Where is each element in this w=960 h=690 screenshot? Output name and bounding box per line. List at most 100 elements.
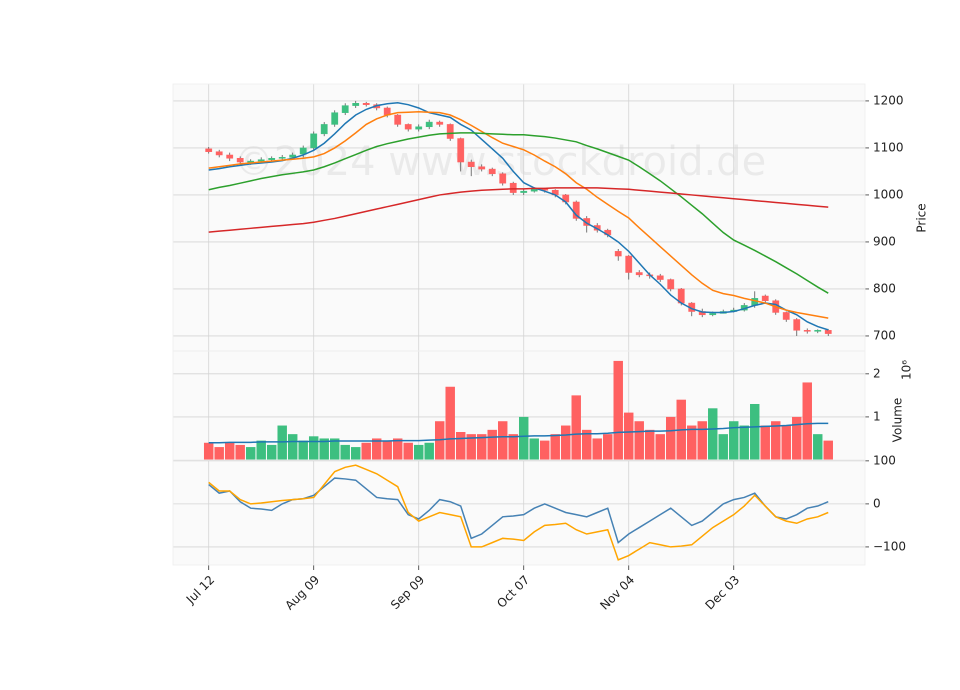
volume-bar — [592, 438, 602, 460]
volume-bar — [497, 421, 508, 460]
volume-bar — [571, 395, 581, 460]
volume-bar — [466, 434, 476, 460]
volume-bar — [287, 434, 298, 460]
volume-bar — [708, 408, 718, 460]
volume-bar — [687, 425, 697, 460]
volume-bar — [361, 442, 371, 460]
volume-bar — [445, 386, 455, 460]
candle-body — [614, 251, 622, 257]
volume-bar — [224, 442, 235, 460]
moving-average — [208, 132, 829, 294]
volume-bar — [266, 444, 277, 460]
volume-bar — [371, 438, 382, 460]
candle-body — [625, 255, 633, 273]
moving-average — [208, 187, 829, 233]
candle-body — [782, 312, 790, 320]
volume-bar — [277, 425, 287, 460]
candle-body — [761, 295, 769, 301]
volume-bar — [424, 442, 434, 460]
volume-bar — [476, 434, 487, 460]
volume-bar — [645, 429, 655, 460]
volume-bar — [519, 416, 529, 460]
candle-body — [656, 275, 664, 280]
candle-body — [320, 124, 328, 135]
candle-body — [457, 138, 465, 163]
volume-bar — [739, 425, 749, 460]
oscillator-line — [208, 477, 829, 544]
volume-bar — [298, 440, 308, 460]
candle-body — [499, 173, 507, 184]
panel-frame — [172, 459, 866, 566]
candle-body — [583, 218, 591, 226]
candle-body — [467, 161, 475, 167]
oscillator-panel — [173, 460, 865, 565]
volume-bar — [697, 421, 707, 460]
volume-bar — [350, 447, 361, 460]
volume-bar — [760, 425, 770, 460]
volume-bar — [561, 425, 571, 460]
volume-bar — [729, 421, 739, 460]
candle-body — [509, 182, 517, 193]
volume-bar — [613, 360, 623, 460]
volume-scale-label: 10⁶ — [900, 360, 914, 380]
candle-body — [415, 126, 423, 130]
y-tick-label: 1100 — [873, 140, 904, 154]
volume-bar — [634, 421, 644, 460]
candle-body — [226, 154, 234, 159]
candle-body — [394, 114, 402, 125]
x-tick-label: Dec 03 — [703, 573, 743, 613]
candle-body — [268, 158, 276, 160]
volume-bar — [603, 434, 613, 460]
volume-bar — [329, 438, 340, 460]
volume-bar — [550, 434, 560, 460]
volume-bar — [802, 382, 812, 460]
moving-average — [208, 110, 829, 319]
volume-bar — [771, 421, 781, 460]
volume-bar — [823, 440, 833, 460]
y-tick-label: −100 — [873, 539, 906, 553]
candle-body — [520, 190, 528, 193]
volume-bar — [750, 403, 760, 460]
candle-body — [352, 103, 360, 106]
candle-body — [488, 168, 496, 175]
candle-body — [803, 330, 811, 332]
volume-bar — [392, 438, 403, 460]
candle-body — [215, 151, 223, 156]
volume-axis-label: Volume — [891, 398, 905, 443]
y-axis-label: Price — [915, 203, 929, 232]
volume-bar — [666, 416, 676, 460]
candle-body — [310, 133, 318, 149]
volume-bar — [781, 425, 791, 460]
candle-body — [331, 112, 339, 125]
x-tick-label: Jul 12 — [183, 573, 217, 607]
y-tick-label: 1000 — [873, 187, 904, 201]
volume-bar — [413, 444, 424, 460]
volume-bar — [718, 434, 728, 460]
volume-bar — [214, 447, 224, 460]
candle-body — [478, 166, 486, 170]
candle-body — [814, 330, 822, 332]
oscillator-line — [208, 464, 829, 561]
volume-bar — [655, 434, 665, 460]
volume-bar — [235, 444, 245, 460]
candle-body — [446, 124, 454, 139]
y-tick-label: 700 — [873, 328, 896, 342]
moving-average — [208, 102, 829, 331]
volume-bar — [813, 434, 823, 460]
volume-bar — [308, 436, 319, 460]
candle-body — [436, 121, 444, 125]
volume-bar — [319, 438, 329, 460]
volume-bar — [624, 412, 634, 460]
y-tick-label: 900 — [873, 234, 896, 248]
volume-bar — [487, 429, 497, 460]
volume-bar — [529, 438, 539, 460]
y-tick-label: 0 — [873, 496, 881, 510]
x-tick-label: Aug 09 — [282, 573, 322, 613]
x-tick-label: Sep 09 — [388, 573, 427, 612]
volume-bar — [203, 442, 214, 460]
candle-body — [362, 103, 370, 105]
candle-body — [236, 158, 244, 163]
volume-bar — [340, 444, 350, 460]
volume-bar — [434, 421, 445, 460]
x-tick-label: Oct 07 — [494, 573, 532, 611]
